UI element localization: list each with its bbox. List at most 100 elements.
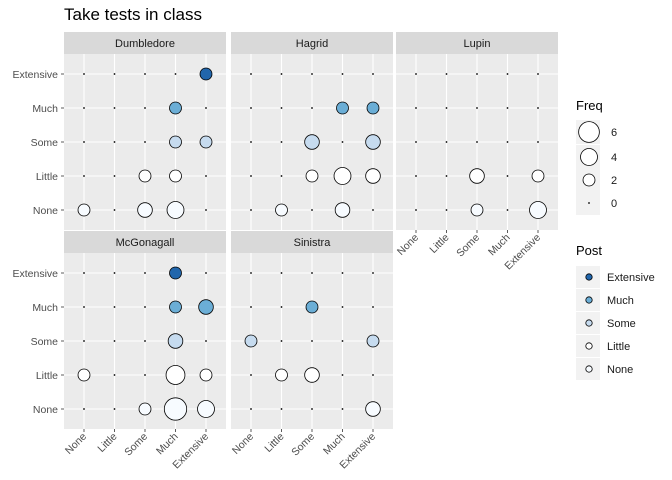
- data-point: [275, 368, 288, 382]
- zero-point: [83, 141, 85, 143]
- zero-point: [113, 374, 116, 376]
- x-tick-label: Much: [321, 431, 348, 458]
- zero-point: [372, 306, 374, 308]
- zero-point: [250, 272, 252, 274]
- data-point: [333, 167, 352, 185]
- zero-point: [83, 175, 85, 177]
- data-point: [165, 365, 186, 385]
- zero-point: [415, 209, 417, 211]
- data-point: [169, 266, 182, 280]
- zero-point: [476, 73, 478, 75]
- strip-label: Dumbledore: [115, 38, 175, 50]
- strip-label: Sinistra: [294, 237, 332, 249]
- legend-color-key: [585, 273, 593, 281]
- zero-point: [280, 340, 283, 342]
- zero-point: [372, 272, 374, 274]
- zero-point: [311, 272, 313, 274]
- zero-point: [445, 141, 448, 143]
- zero-point: [250, 141, 252, 143]
- zero-point: [445, 107, 448, 109]
- legend-size-label: 0: [611, 198, 617, 210]
- zero-point: [506, 107, 509, 109]
- zero-point: [113, 272, 116, 274]
- x-tick-label: Some: [454, 232, 482, 260]
- legend-color-label: Little: [607, 341, 630, 353]
- zero-point: [250, 107, 252, 109]
- zero-point: [144, 374, 146, 376]
- data-point: [365, 401, 381, 417]
- data-point: [199, 135, 213, 149]
- x-tick-label: Some: [289, 431, 317, 459]
- zero-point: [341, 73, 344, 75]
- data-point: [304, 367, 320, 383]
- data-point: [198, 299, 214, 315]
- zero-point: [205, 209, 207, 211]
- zero-point: [445, 209, 448, 211]
- data-point: [169, 300, 182, 314]
- x-tick-label: Some: [122, 431, 150, 459]
- strip-label: Lupin: [464, 38, 491, 50]
- y-axes: None Little Some Much Extensive None Little Som…: [12, 69, 64, 416]
- zero-point: [280, 175, 283, 177]
- data-point: [334, 202, 351, 218]
- data-point: [138, 402, 152, 416]
- data-point: [244, 334, 258, 348]
- zero-point: [144, 141, 146, 143]
- zero-point: [113, 340, 116, 342]
- y-tick-label: Some: [31, 336, 59, 348]
- zero-point: [250, 73, 252, 75]
- y-tick-label: Little: [36, 370, 58, 382]
- data-point: [167, 333, 184, 349]
- zero-point: [113, 73, 116, 75]
- chart-title: Take tests in class: [64, 5, 202, 24]
- zero-point: [250, 408, 252, 410]
- zero-point: [174, 73, 177, 75]
- zero-point: [506, 141, 509, 143]
- zero-point: [205, 175, 207, 177]
- y-tick-label: Much: [32, 103, 58, 115]
- data-point: [531, 169, 545, 183]
- legend-color-key: [585, 296, 593, 304]
- zero-point: [205, 272, 207, 274]
- zero-point: [280, 107, 283, 109]
- zero-point: [250, 175, 252, 177]
- zero-point: [372, 374, 374, 376]
- legend-key-background: [576, 191, 600, 215]
- y-tick-label: Little: [36, 171, 58, 183]
- facet-panels: Dumbledore Hagrid Lupin McGonagall Sinistra: [64, 32, 558, 429]
- size-legend-title: Freq: [576, 98, 603, 113]
- zero-point: [372, 73, 374, 75]
- strip-label: McGonagall: [116, 237, 175, 249]
- x-tick-label: Little: [427, 232, 451, 256]
- zero-point: [311, 209, 313, 211]
- legend-color-key: [585, 342, 593, 350]
- data-point: [137, 202, 153, 218]
- zero-point: [83, 340, 85, 342]
- data-point: [169, 101, 182, 115]
- data-point: [305, 300, 319, 314]
- x-tick-label: None: [63, 431, 89, 457]
- legend-size-label: 6: [611, 127, 617, 139]
- zero-point: [311, 408, 313, 410]
- zero-point: [83, 73, 85, 75]
- panel-lupin: Lupin: [396, 32, 558, 230]
- zero-point: [311, 340, 313, 342]
- legend-size-key: [582, 173, 596, 187]
- zero-point: [144, 340, 146, 342]
- legend-color-key: [585, 365, 593, 373]
- x-tick-label: Little: [262, 431, 286, 455]
- zero-point: [311, 73, 313, 75]
- zero-point: [415, 107, 417, 109]
- zero-point: [113, 408, 116, 410]
- zero-point: [280, 272, 283, 274]
- data-point: [366, 334, 380, 348]
- panel-hagrid: Hagrid: [231, 32, 393, 230]
- zero-point: [113, 209, 116, 211]
- x-tick-label: Much: [486, 232, 513, 259]
- y-tick-label: Extensive: [12, 268, 58, 280]
- zero-point: [476, 141, 478, 143]
- zero-point: [113, 141, 116, 143]
- data-point: [199, 67, 213, 81]
- zero-point: [144, 306, 146, 308]
